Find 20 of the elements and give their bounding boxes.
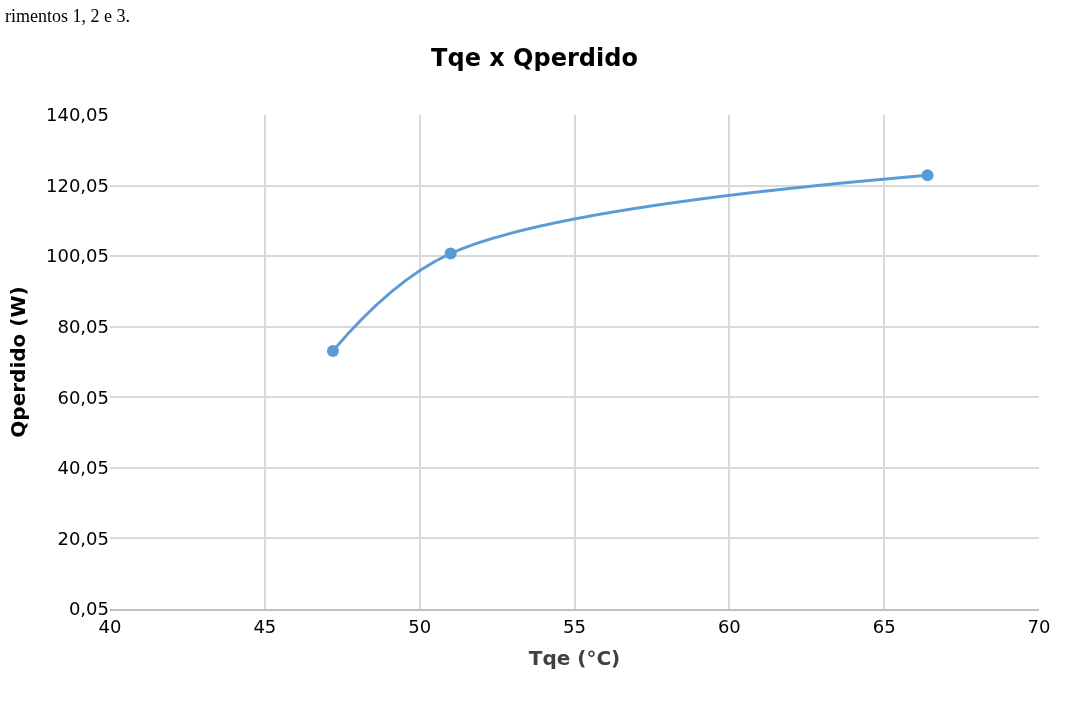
chart-title: Tqe x Qperdido [431, 44, 638, 73]
y-tick-label: 140,05 [46, 104, 109, 126]
x-tick-label: 55 [563, 615, 586, 637]
x-tick-label: 60 [717, 615, 741, 637]
y-axis-title: Qperdido (W) [5, 286, 30, 438]
x-tick-label: 65 [872, 615, 896, 637]
x-tick-label: 70 [1027, 615, 1051, 637]
x-axis-title: Tqe (°C) [528, 645, 621, 670]
y-tick-label: 120,05 [46, 174, 109, 196]
x-tick-label: 45 [253, 615, 277, 637]
x-tick-label: 50 [408, 615, 432, 637]
y-tick-label: 100,05 [46, 245, 109, 267]
text: rimentos 1, 2 e 3. [5, 6, 130, 26]
y-tick-label: 80,05 [57, 316, 109, 338]
y-tick-label: 20,05 [57, 527, 109, 549]
y-tick-label: 60,05 [57, 386, 109, 408]
point [921, 169, 934, 182]
point [444, 247, 457, 260]
point [326, 344, 339, 357]
y-tick-label: 40,05 [57, 457, 109, 479]
